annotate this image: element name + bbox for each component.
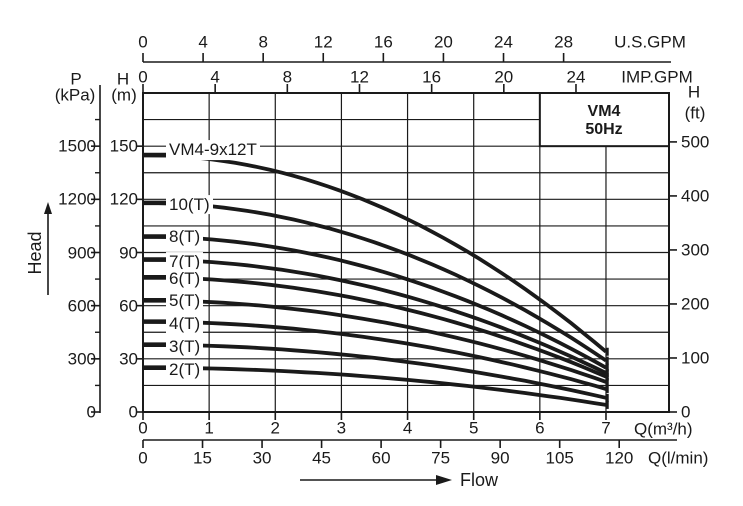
flow-lmin-tick-label-120: 120: [605, 448, 634, 468]
pump-curve-3(T): [143, 342, 607, 400]
us-gpm-axis-title: U.S.GPM: [614, 32, 686, 52]
head-m-axis-unit: (m): [111, 85, 137, 105]
head-m-tick-label-0: 0: [128, 402, 138, 422]
head-m-tick-label-150: 150: [109, 136, 138, 156]
pump-curve-8(T): [143, 234, 607, 370]
flow-direction-label: Flow: [460, 470, 499, 490]
flow-lmin-axis-title: Q(l/min): [648, 448, 709, 468]
imp-gpm-axis-title: IMP.GPM: [621, 67, 693, 87]
flow-lmin-tick-label-0: 0: [138, 448, 148, 468]
impgpm-tick-label-16: 16: [422, 67, 442, 87]
pressure-tick-label-900: 900: [67, 243, 96, 262]
pump-curve-2(T): [143, 365, 607, 407]
head-ft-tick-label-200: 200: [681, 294, 710, 314]
pump-curve-VM4-9x12T: [142, 153, 608, 354]
curve-label-7(T): 7(T): [166, 252, 204, 273]
flow-m3h-tick-label-3: 3: [336, 418, 347, 438]
flow-arrow-head: [436, 475, 452, 485]
head-m-axis-symbol: H: [116, 69, 130, 89]
flow-m3h-tick-label-4: 4: [402, 418, 413, 438]
usgpm-tick-label-16: 16: [373, 32, 393, 52]
flow-m3h-tick-label-1: 1: [204, 418, 214, 438]
usgpm-tick-label-24: 24: [494, 32, 513, 52]
pressure-tick-label-0: 0: [86, 402, 96, 422]
flow-m3h-tick-label-2: 2: [270, 418, 280, 438]
impgpm-tick-label-24: 24: [566, 67, 586, 87]
curve-label-3(T): 3(T): [166, 337, 204, 358]
pump-curve-5(T): [143, 298, 607, 384]
usgpm-tick-label-4: 4: [198, 32, 208, 52]
model-frequency-label: 50Hz: [585, 121, 623, 138]
model-name-label: VM4: [587, 103, 621, 120]
impgpm-tick-label-12: 12: [350, 67, 369, 87]
flow-lmin-tick-label-90: 90: [490, 448, 510, 468]
pump-curve-6(T): [142, 275, 607, 379]
usgpm-tick-label-28: 28: [554, 32, 574, 52]
flow-m3h-tick-label-6: 6: [535, 418, 545, 438]
pressure-tick-label-1200: 1200: [58, 189, 96, 209]
usgpm-tick-label-20: 20: [433, 32, 453, 52]
flow-m3h-tick-label-0: 0: [138, 418, 148, 438]
head-arrow-head: [44, 202, 52, 214]
flow-m3h-tick-label-7: 7: [601, 418, 611, 438]
head-m-tick-label-60: 60: [119, 296, 138, 316]
pressure-tick-label-600: 600: [67, 296, 96, 316]
head-m-tick-label-120: 120: [109, 189, 138, 209]
impgpm-tick-label-0: 0: [138, 67, 148, 87]
flow-lmin-tick-label-30: 30: [252, 448, 272, 468]
pressure-tick-label-300: 300: [67, 349, 96, 369]
flow-m3h-tick-label-5: 5: [468, 418, 479, 438]
pressure-tick-label-1500: 1500: [58, 136, 96, 156]
pump-curve-4(T): [142, 319, 607, 391]
model-title-box: [538, 92, 671, 148]
pressure-axis-unit: (kPa): [54, 85, 96, 105]
usgpm-tick-label-12: 12: [313, 32, 333, 52]
head-m-tick-label-30: 30: [119, 349, 138, 369]
head-ft-axis-unit: (ft): [684, 103, 706, 123]
pump-curve-10(T): [142, 201, 608, 363]
impgpm-tick-label-20: 20: [494, 67, 514, 87]
head-ft-tick-label-0: 0: [681, 402, 691, 422]
usgpm-tick-label-0: 0: [138, 32, 148, 52]
flow-m3h-axis-title: Q(m³/h): [634, 419, 693, 439]
head-ft-tick-label-400: 400: [681, 186, 710, 206]
head-ft-tick-label-500: 500: [681, 132, 710, 152]
head-m-tick-label-90: 90: [119, 243, 138, 262]
head-direction-label: Head: [25, 231, 45, 275]
curve-label-2(T): 2(T): [166, 360, 204, 381]
flow-lmin-tick-label-15: 15: [193, 448, 212, 468]
curve-label-6(T): 6(T): [166, 269, 204, 289]
impgpm-tick-label-4: 4: [210, 67, 220, 87]
impgpm-tick-label-8: 8: [282, 67, 293, 87]
head-ft-axis-symbol: H: [687, 82, 701, 102]
flow-lmin-tick-label-105: 105: [545, 448, 574, 468]
flow-lmin-tick-label-60: 60: [371, 448, 391, 468]
usgpm-tick-label-8: 8: [258, 32, 268, 52]
head-ft-tick-label-300: 300: [681, 240, 710, 260]
flow-lmin-tick-label-45: 45: [312, 448, 332, 468]
head-ft-tick-label-100: 100: [681, 348, 710, 368]
curve-label-4(T): 4(T): [166, 314, 204, 335]
flow-lmin-tick-label-75: 75: [431, 448, 451, 468]
curve-label-5(T): 5(T): [166, 291, 204, 312]
curve-label-8(T): 8(T): [166, 227, 204, 248]
curve-label-10(T): 10(T): [166, 194, 213, 215]
pump-curve-7(T): [142, 257, 607, 375]
pressure-axis-symbol: P: [70, 69, 82, 89]
curve-label-VM4-9x12T: VM4-9x12T: [166, 139, 260, 160]
